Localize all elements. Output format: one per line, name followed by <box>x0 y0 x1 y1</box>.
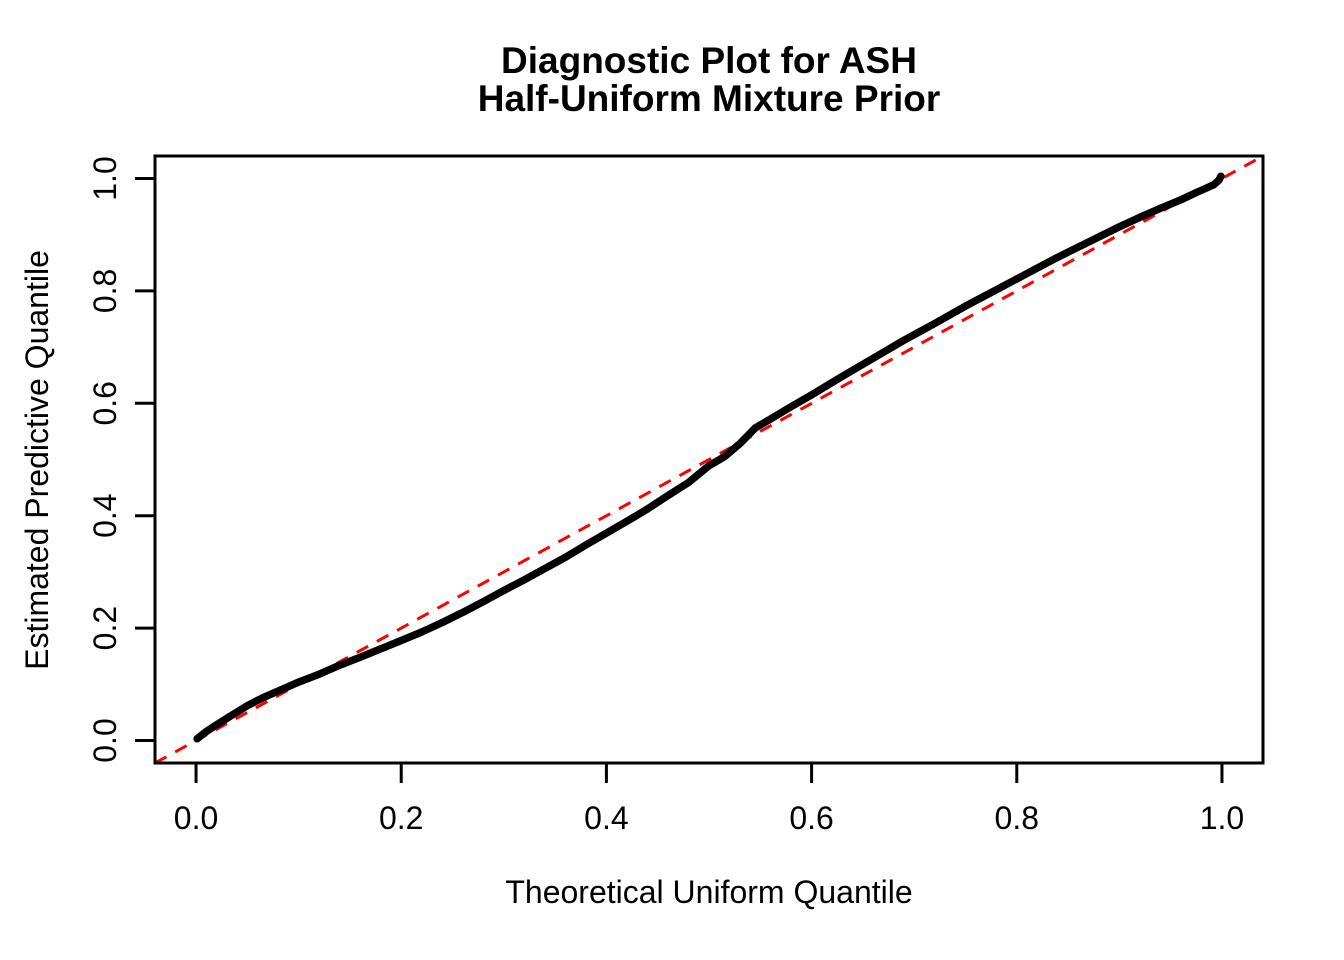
chart-layer: 0.0 0.2 0.4 0.6 0.8 1.0 0.0 0.2 0.4 0.6 0.8 1.0 <box>87 154 1265 836</box>
x-axis-title: Theoretical Uniform Quantile <box>505 874 912 910</box>
chart-title-line-2: Half-Uniform Mixture Prior <box>478 78 941 119</box>
x-tick-label: 0.8 <box>995 800 1039 836</box>
y-tick-label: 1.0 <box>87 156 123 200</box>
chart-title-line-1: Diagnostic Plot for ASH <box>501 40 917 81</box>
y-tick-label: 0.0 <box>87 718 123 762</box>
x-tick-label: 0.6 <box>789 800 833 836</box>
y-tick-label: 0.2 <box>87 606 123 650</box>
y-tick-label: 0.4 <box>87 493 123 537</box>
x-tick-label: 0.2 <box>379 800 423 836</box>
y-tick-label: 0.6 <box>87 381 123 425</box>
x-tick-label: 0.4 <box>584 800 628 836</box>
y-tick-label: 0.8 <box>87 269 123 313</box>
predictive-quantile-curve <box>193 172 1225 743</box>
y-axis-title: Estimated Predictive Quantile <box>19 250 55 670</box>
plot-box <box>153 154 1265 765</box>
x-tick-label: 0.0 <box>174 800 218 836</box>
x-tick-label: 1.0 <box>1200 800 1244 836</box>
